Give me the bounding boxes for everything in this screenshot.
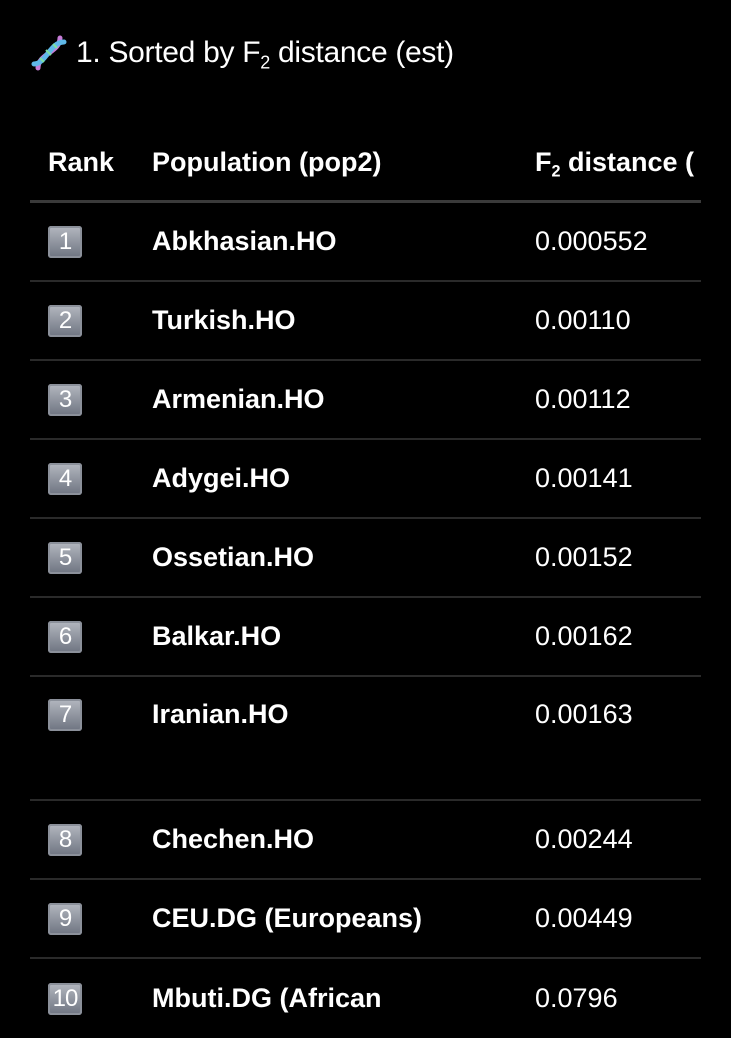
table-header-row: Rank Population (pop2) F2 distance ( (30, 124, 701, 203)
population-cell: Iranian.HO (152, 699, 289, 729)
rank-keycap-icon: 6 (48, 620, 82, 653)
results-table: Rank Population (pop2) F2 distance ( 1 Ab… (30, 124, 701, 1038)
table-row: 9 CEU.DG (Europeans) 0.00449 (30, 880, 701, 959)
population-cell: Balkar.HO (152, 621, 282, 651)
header-distance: F2 distance ( (535, 146, 695, 181)
distance-cell: 0.00141 (535, 463, 633, 493)
population-cell: Armenian.HO (152, 384, 325, 414)
distance-cell: 0.0796 (535, 983, 618, 1013)
table-row: 7 Iranian.HO 0.00163 (30, 677, 701, 801)
rank-keycap-icon: 3 (48, 383, 82, 416)
rank-keycap-icon: 5 (48, 541, 82, 574)
distance-cell: 0.00244 (535, 824, 633, 854)
distance-cell: 0.00162 (535, 621, 633, 651)
population-cell: Adygei.HO (152, 463, 291, 493)
distance-cell: 0.000552 (535, 226, 648, 256)
rank-keycap-icon: 4 (48, 462, 82, 495)
table-row: 1 Abkhasian.HO 0.000552 (30, 203, 701, 282)
population-cell: Chechen.HO (152, 824, 315, 854)
rank-keycap-icon: 9 (48, 902, 82, 935)
rank-keycap-icon: 2 (48, 304, 82, 337)
table-row: 10 Mbuti.DG (African 0.0796 (30, 959, 701, 1038)
table-row: 8 Chechen.HO 0.00244 (30, 801, 701, 880)
title-text: 1. Sorted by F2 distance (est) (76, 36, 454, 73)
rank-keycap-icon: 7 (48, 699, 82, 731)
table-row: 2 Turkish.HO 0.00110 (30, 282, 701, 361)
table-row: 4 Adygei.HO 0.00141 (30, 440, 701, 519)
dna-icon (31, 35, 67, 71)
population-cell: Ossetian.HO (152, 542, 315, 572)
rank-keycap-icon: 8 (48, 823, 82, 856)
population-cell: Mbuti.DG (African (152, 983, 382, 1013)
rank-keycap-icon: 1 (48, 225, 82, 258)
population-cell: CEU.DG (Europeans) (152, 903, 423, 933)
table-row: 6 Balkar.HO 0.00162 (30, 598, 701, 677)
distance-cell: 0.00163 (535, 699, 633, 729)
population-cell: Abkhasian.HO (152, 226, 337, 256)
population-cell: Turkish.HO (152, 305, 296, 335)
distance-cell: 0.00449 (535, 903, 633, 933)
header-rank: Rank (48, 146, 115, 177)
section-title: 1. Sorted by F2 distance (est) (30, 30, 454, 76)
distance-cell: 0.00152 (535, 542, 633, 572)
table-row: 3 Armenian.HO 0.00112 (30, 361, 701, 440)
table-row: 5 Ossetian.HO 0.00152 (30, 519, 701, 598)
rank-keycap-icon: 10 (48, 982, 82, 1015)
distance-cell: 0.00112 (535, 384, 631, 414)
distance-cell: 0.00110 (535, 305, 631, 335)
header-population: Population (pop2) (152, 146, 382, 177)
